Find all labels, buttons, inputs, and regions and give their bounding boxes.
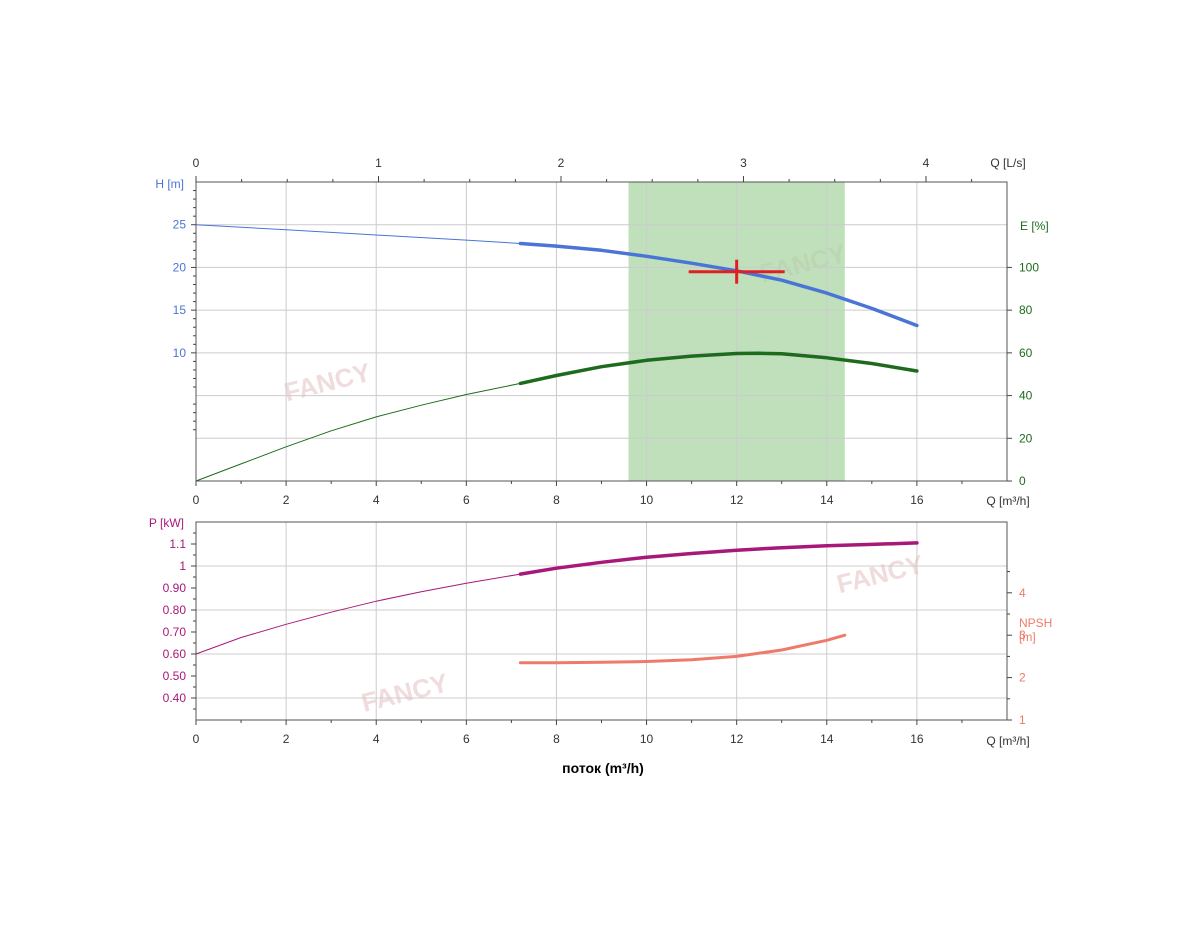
top-panel-grid [196,182,1007,481]
top-panel-x-tick-label: 14 [820,493,834,507]
curves-group [195,224,919,665]
bottom-panel-x-tick-label: 8 [553,732,560,746]
power-axis-tick-label: 0.90 [163,581,187,595]
power-axis-tick-label: 1.1 [169,537,186,551]
power-axis-tick-label: 1 [179,559,186,573]
watermark-1: FANCY [281,357,374,407]
x-axis-label: поток (m³/h) [562,760,644,776]
top-axis-tick-label: 4 [923,156,930,170]
head-axis-title: H [m] [155,177,184,191]
top-panel-x-tick-label: 8 [553,493,560,507]
power-axis-title: P [kW] [149,516,184,530]
head-axis-tick-label: 15 [173,303,187,317]
x-axis-title-bottom-panel: Q [m³/h] [986,734,1029,748]
bottom-panel-frame [195,521,1008,721]
top-panel-x-tick-label: 10 [640,493,654,507]
efficiency-axis-tick-label: 20 [1019,431,1033,445]
power-axis-tick-label: 0.40 [163,691,187,705]
efficiency-axis-tick-label: 0 [1019,474,1026,488]
npsh-axis-tick-label: 3 [1019,628,1026,642]
power-axis-tick-label: 0.60 [163,647,187,661]
head-axis-tick-label: 25 [173,218,187,232]
bottom-panel-x-tick-label: 0 [193,732,200,746]
bottom-panel-x-tick-label: 16 [910,732,924,746]
top-panel-x-tick-label: 2 [283,493,290,507]
head-curve [518,241,919,328]
efficiency-curve-thin [195,382,521,482]
top-axis-tick-label: 2 [558,156,565,170]
top-panel-x-tick-label: 0 [193,493,200,507]
head-curve-thin [195,224,521,244]
head-axis-tick-label: 20 [173,260,187,274]
top-panel-x-tick-label: 16 [910,493,924,507]
head-axis-tick-label: 10 [173,346,187,360]
efficiency-axis-tick-label: 40 [1019,389,1033,403]
npsh-curve [518,633,847,665]
power-axis-tick-label: 0.50 [163,669,187,683]
top-panel-frame [195,181,1008,482]
top-panel-x-tick-label: 12 [730,493,744,507]
bottom-panel-x-tick-label: 12 [730,732,744,746]
duty-point-marker [688,259,785,284]
bottom-panel-x-tick-label: 4 [373,732,380,746]
watermark-3: FANCY [358,667,451,717]
bottom-panel-x-tick-label: 10 [640,732,654,746]
npsh-axis-title-line1: NPSH [1019,616,1052,630]
bottom-panel-x-tick-label: 14 [820,732,834,746]
power-curve [518,541,919,576]
power-axis-tick-label: 0.70 [163,625,187,639]
efficiency-curve [518,351,919,386]
efficiency-axis-title: E [%] [1020,219,1049,233]
bottom-panel-grid [196,522,1007,720]
top-axis-title: Q [L/s] [990,156,1025,170]
npsh-axis-tick-label: 4 [1019,586,1026,600]
efficiency-axis-tick-label: 100 [1019,260,1039,274]
npsh-axis-title-line2: [m] [1019,630,1036,644]
bottom-panel-x-tick-label: 6 [463,732,470,746]
watermark-4: FANCY [834,549,927,599]
top-panel-x-tick-label: 6 [463,493,470,507]
top-panel-x-tick-label: 4 [373,493,380,507]
power-curve-thin [195,573,521,655]
npsh-axis-tick-label: 1 [1019,713,1026,727]
top-axis-tick-label: 0 [193,156,200,170]
top-axis-tick-label: 3 [740,156,747,170]
npsh-axis-tick-label: 2 [1019,671,1026,685]
efficiency-axis-tick-label: 80 [1019,303,1033,317]
bottom-panel-x-tick-label: 2 [283,732,290,746]
efficiency-axis-tick-label: 60 [1019,346,1033,360]
power-axis-tick-label: 0.80 [163,603,187,617]
x-axis-title-top-panel: Q [m³/h] [986,494,1029,508]
top-axis-tick-label: 1 [375,156,382,170]
axes-group: 0 1 2 3 40 2 4 6 8 10 12 14 160 2 4 6 8 10 12 14 16101520250… [163,156,1040,746]
